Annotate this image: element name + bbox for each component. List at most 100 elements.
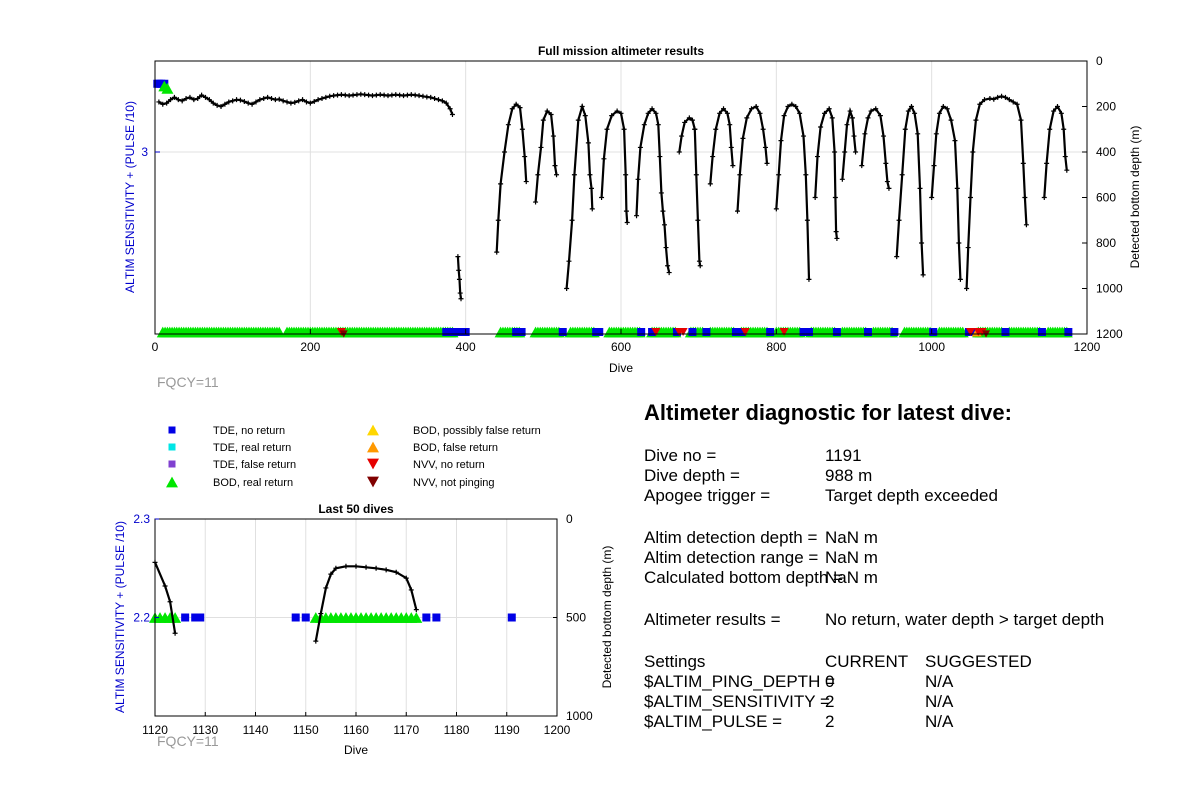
bottom-depth-point [713, 126, 719, 132]
bottom-depth-point [773, 206, 779, 212]
bottom-depth-point [859, 163, 865, 169]
bottom-depth-point [408, 587, 414, 593]
legend-marker [367, 458, 379, 470]
bottom-depth-point [179, 98, 185, 104]
bottom-depth-point [877, 113, 883, 119]
bottom-depth-point [167, 599, 173, 605]
tde-no-return-marker [863, 328, 872, 336]
bottom-depth-point [535, 172, 541, 178]
legend-marker [367, 441, 379, 453]
tde-no-return-marker [738, 328, 747, 336]
bottom-depth-point [327, 93, 333, 99]
bottom-depth-point [420, 93, 426, 99]
legend-marker [168, 426, 176, 434]
legend-label: NVV, no return [413, 459, 485, 471]
bottom-depth-point [1051, 108, 1057, 114]
tde-no-return-marker [181, 613, 190, 622]
bottom-depth-point [323, 585, 329, 591]
bottom-depth-line [600, 109, 629, 223]
bottom-depth-point [195, 96, 201, 102]
bottom-chart-title: Last 50 dives [318, 502, 394, 516]
dive-no-label: Dive no = [644, 446, 717, 465]
tde-no-return-marker [1001, 328, 1010, 336]
bottom-depth-point [981, 97, 987, 103]
bottom-depth-point [245, 100, 251, 106]
top-chart-annotation: FQCY=11 [157, 374, 219, 390]
bottom-depth-point [1064, 167, 1070, 173]
tde-no-return-marker [702, 328, 711, 336]
bottom-depth-point [973, 117, 979, 123]
legend-label: TDE, real return [213, 442, 291, 454]
bottom-depth-line [158, 93, 454, 115]
bottom-depth-point [832, 149, 838, 155]
bottom-depth-point [873, 106, 879, 112]
sensitivity-suggested: N/A [925, 692, 954, 711]
bottom-x-tick-label: 1120 [142, 723, 168, 737]
ping-depth-label: $ALTIM_PING_DEPTH = [644, 672, 835, 691]
nvv-no-return-marker [977, 327, 987, 337]
bottom-depth-point [689, 117, 695, 123]
bottom-depth-point [929, 195, 935, 200]
bottom-x-tick-label: 1130 [192, 723, 218, 737]
tde-no-return-marker [688, 328, 697, 336]
legend-label: NVV, not pinging [413, 477, 495, 489]
bottom-depth-point [847, 108, 853, 114]
bottom-depth-point [261, 96, 267, 102]
bottom-depth-point [1058, 110, 1064, 116]
top-chart-title: Full mission altimeter results [538, 44, 704, 58]
legend-label: BOD, false return [413, 442, 498, 454]
bottom-depth-point [588, 185, 594, 191]
legend-label: BOD, real return [213, 477, 293, 489]
legend-marker [367, 476, 379, 488]
bottom-depth-point [202, 94, 208, 100]
bottom-depth-point [604, 126, 610, 132]
bottom-depth-point [307, 100, 313, 106]
tde-no-return-marker [507, 613, 516, 622]
bottom-depth-point [665, 263, 671, 269]
apogee-value: Target depth exceeded [825, 486, 998, 505]
bottom-depth-point [416, 93, 422, 99]
tde-no-return-marker [766, 328, 775, 336]
bottom-depth-point [826, 106, 832, 112]
results-label: Altimeter results = [644, 610, 781, 629]
bottom-depth-point [226, 99, 232, 105]
bottom-depth-point [522, 154, 528, 160]
bottom-depth-point [175, 97, 181, 103]
bod-real-return-marker [410, 612, 423, 623]
bottom-depth-point [757, 110, 763, 116]
bottom-x-tick-label: 1180 [444, 723, 470, 737]
top-chart-right-ticks: 0 200 400 600 800 1000 1200 [1082, 54, 1123, 341]
top-chart-data [153, 79, 1073, 338]
nvv-no-return-marker [779, 327, 789, 337]
tde-no-return-marker [291, 613, 300, 622]
bottom-depth-point [544, 108, 550, 114]
bottom-depth-point [965, 245, 971, 251]
bottom-depth-point [303, 99, 309, 105]
pulse-label: $ALTIM_PULSE = [644, 712, 783, 731]
bottom-depth-point [902, 126, 908, 132]
bottom-depth-point [964, 286, 970, 291]
top-chart-left-ticks: 3 [141, 145, 160, 159]
bottom-depth-point [812, 195, 818, 200]
tde-no-return-marker [191, 613, 200, 622]
dive-depth-value: 988 m [825, 466, 873, 485]
top-right-tick-label: 0 [1096, 54, 1103, 68]
bottom-depth-point [457, 290, 463, 296]
bottom-depth-point [956, 240, 962, 246]
tde-no-return-marker [1064, 328, 1073, 336]
bottom-depth-point [599, 195, 605, 200]
bottom-depth-point [160, 101, 166, 107]
bottom-depth-point [187, 94, 193, 100]
bottom-depth-line [709, 107, 734, 184]
bottom-depth-point [230, 98, 236, 104]
bottom-depth-point [724, 110, 730, 116]
bottom-depth-line [314, 565, 418, 642]
bottom-depth-point [538, 144, 544, 150]
bottom-depth-point [991, 96, 997, 102]
bottom-depth-point [494, 249, 500, 255]
top-x-tick-label: 0 [152, 340, 159, 354]
bottom-depth-point [575, 117, 581, 123]
bottom-depth-line [860, 107, 890, 189]
bottom-depth-point [554, 172, 560, 178]
bottom-depth-point [832, 195, 838, 200]
